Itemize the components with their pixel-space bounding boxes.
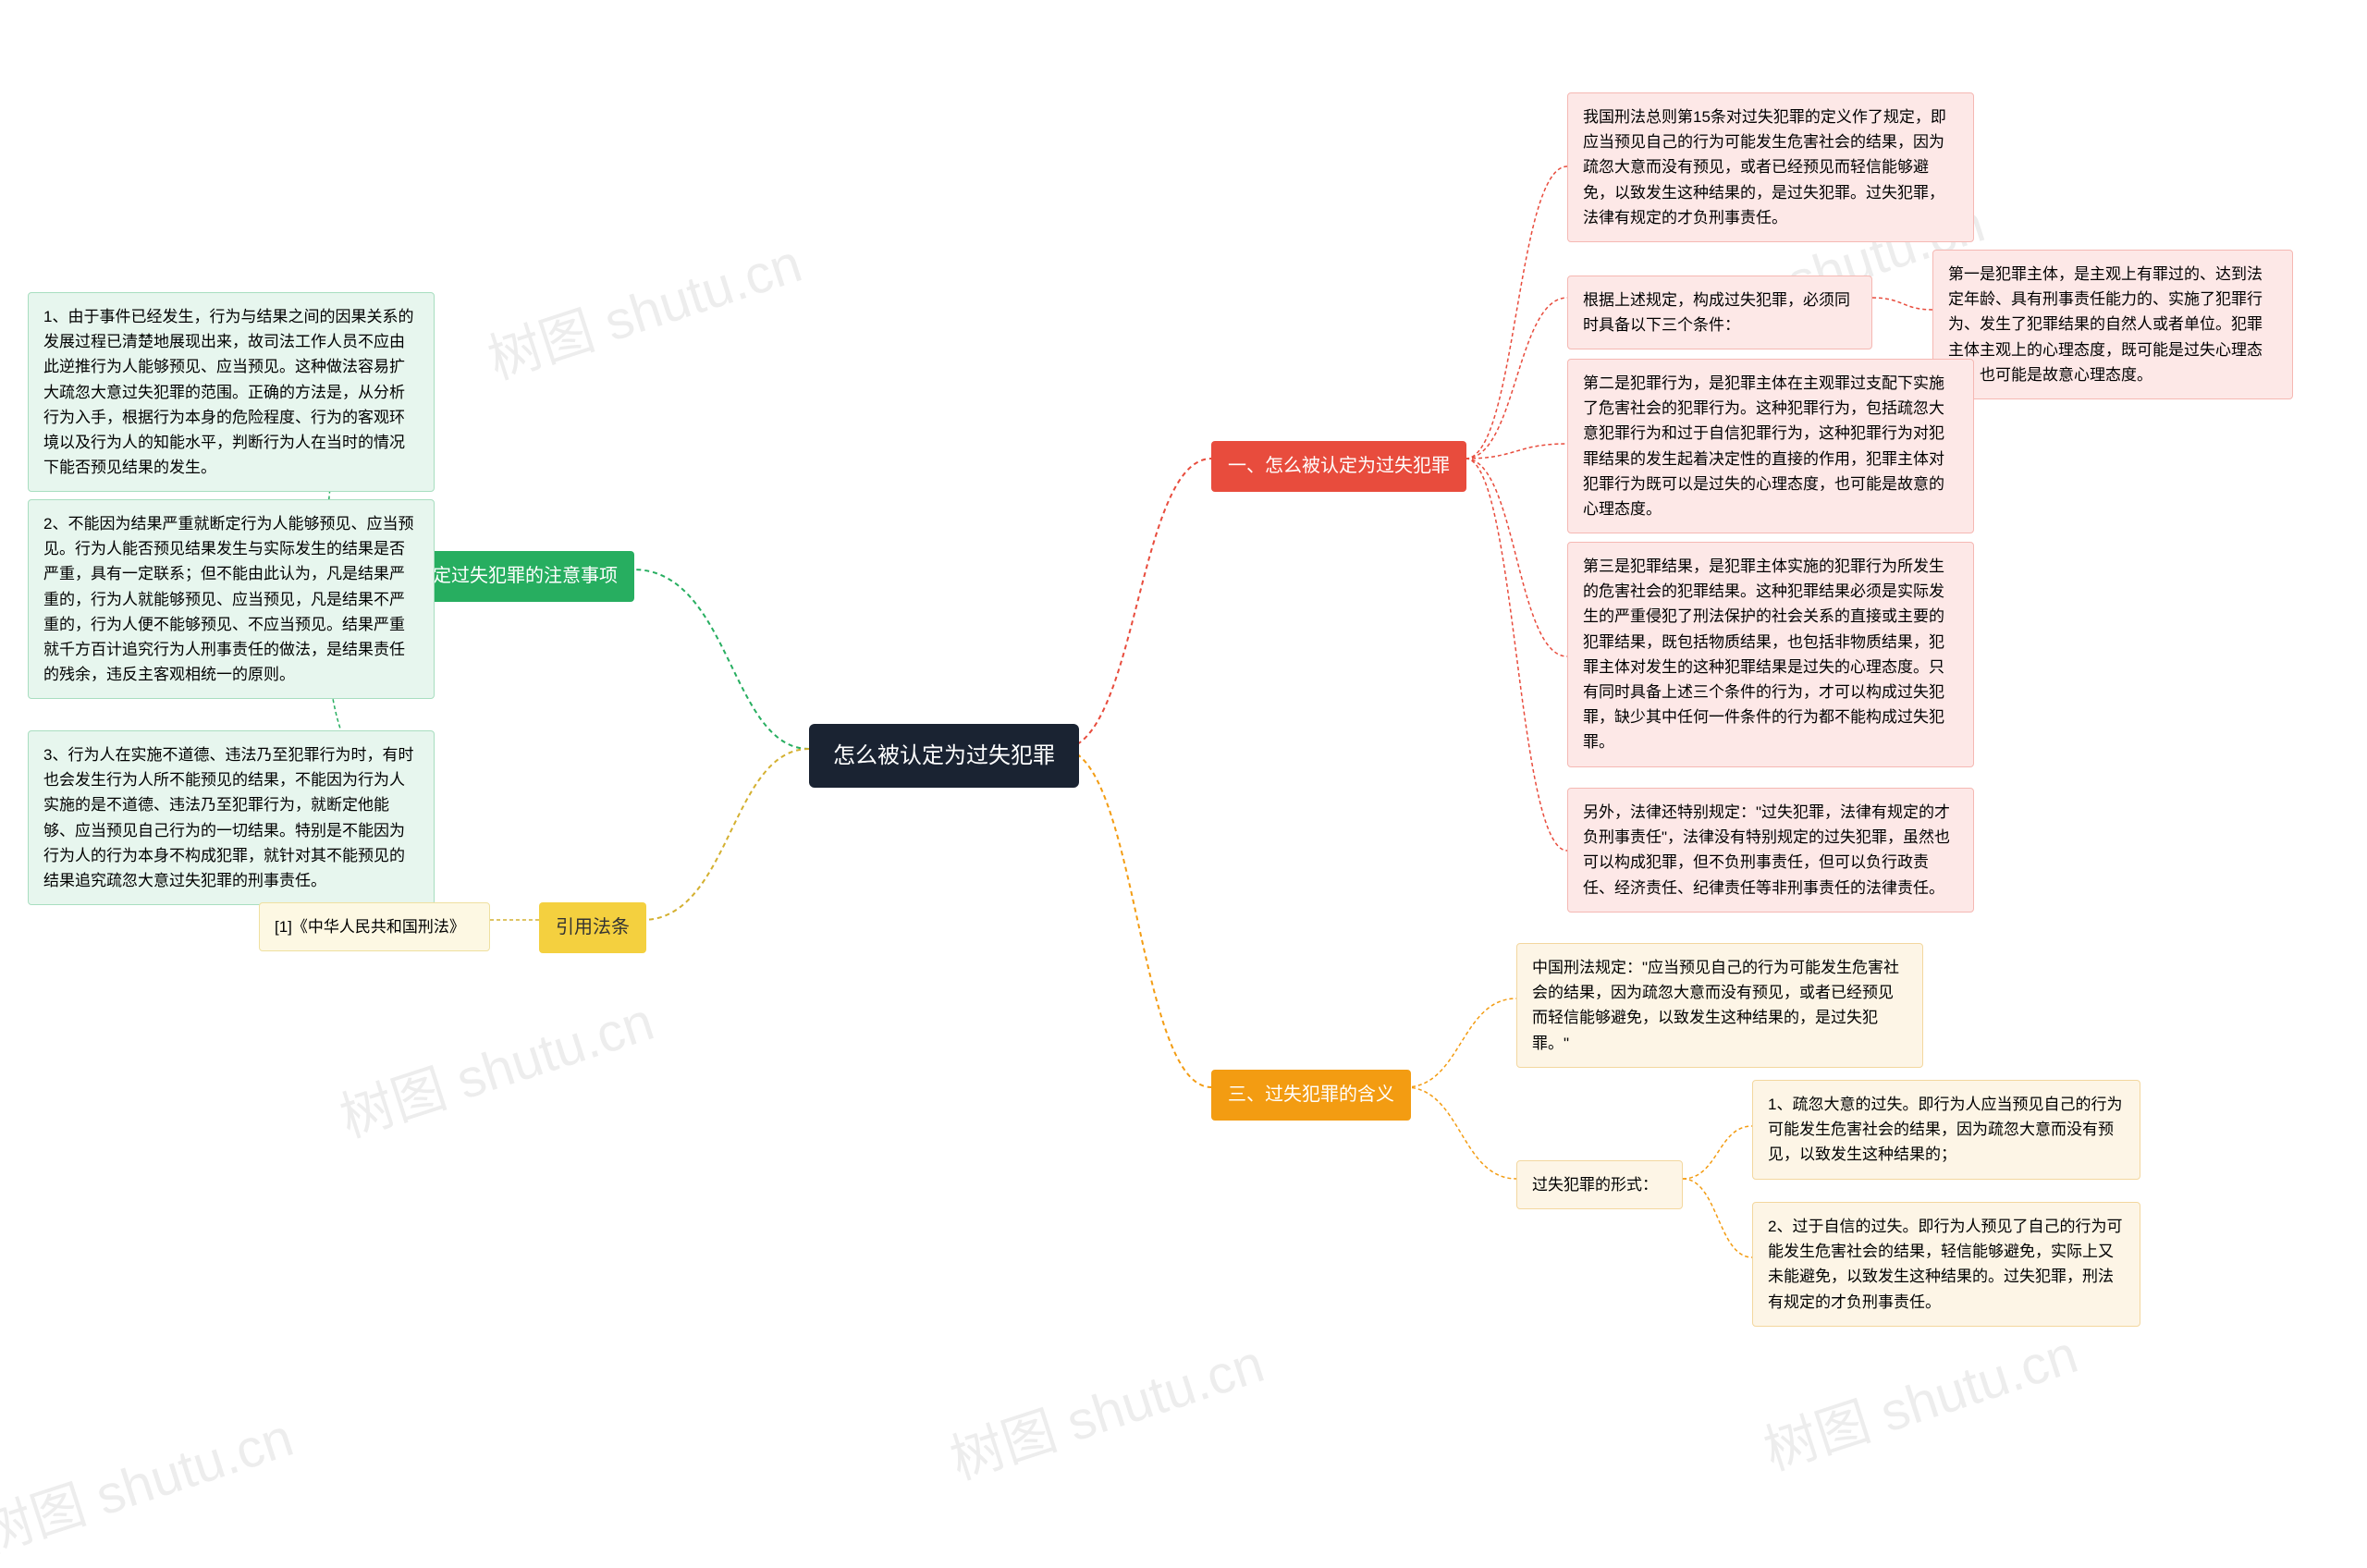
leaf-1-1[interactable]: 我国刑法总则第15条对过失犯罪的定义作了规定，即应当预见自己的行为可能发生危害社… [1567, 92, 1974, 242]
watermark: 树图 shutu.cn [939, 1320, 1272, 1494]
watermark: 树图 shutu.cn [329, 978, 662, 1152]
leaf-1-3[interactable]: 第二是犯罪行为，是犯罪主体在主观罪过支配下实施了危害社会的犯罪行为。这种犯罪行为… [1567, 359, 1974, 533]
leaf-3-2-2[interactable]: 2、过于自信的过失。即行为人预见了自己的行为可能发生危害社会的结果，轻信能够避免… [1752, 1202, 2140, 1327]
leaf-1-5[interactable]: 另外，法律还特别规定："过失犯罪，法律有规定的才负刑事责任"，法律没有特别规定的… [1567, 788, 1974, 913]
leaf-2-2[interactable]: 2、不能因为结果严重就断定行为人能够预见、应当预见。行为人能否预见结果发生与实际… [28, 499, 435, 699]
leaf-1-4[interactable]: 第三是犯罪结果，是犯罪主体实施的犯罪行为所发生的危害社会的犯罪结果。这种犯罪结果… [1567, 542, 1974, 767]
leaf-2-1[interactable]: 1、由于事件已经发生，行为与结果之间的因果关系的发展过程已清楚地展现出来，故司法… [28, 292, 435, 492]
watermark: 树图 shutu.cn [0, 1394, 301, 1568]
leaf-4-1[interactable]: [1]《中华人民共和国刑法》 [259, 902, 490, 951]
leaf-1-2-1[interactable]: 第一是犯罪主体，是主观上有罪过的、达到法定年龄、具有刑事责任能力的、实施了犯罪行… [1932, 250, 2293, 399]
center-node[interactable]: 怎么被认定为过失犯罪 [809, 724, 1079, 788]
leaf-3-2[interactable]: 过失犯罪的形式： [1516, 1160, 1683, 1209]
leaf-2-3[interactable]: 3、行为人在实施不道德、违法乃至犯罪行为时，有时也会发生行为人所不能预见的结果，… [28, 730, 435, 905]
leaf-3-1[interactable]: 中国刑法规定："应当预见自己的行为可能发生危害社会的结果，因为疏忽大意而没有预见… [1516, 943, 1923, 1068]
branch-3[interactable]: 三、过失犯罪的含义 [1211, 1070, 1411, 1121]
leaf-3-2-1[interactable]: 1、疏忽大意的过失。即行为人应当预见自己的行为可能发生危害社会的结果，因为疏忽大… [1752, 1080, 2140, 1180]
leaf-1-2[interactable]: 根据上述规定，构成过失犯罪，必须同时具备以下三个条件： [1567, 276, 1872, 349]
watermark: 树图 shutu.cn [477, 220, 810, 394]
branch-1[interactable]: 一、怎么被认定为过失犯罪 [1211, 441, 1466, 492]
watermark: 树图 shutu.cn [1753, 1311, 2086, 1485]
branch-4[interactable]: 引用法条 [539, 902, 646, 953]
